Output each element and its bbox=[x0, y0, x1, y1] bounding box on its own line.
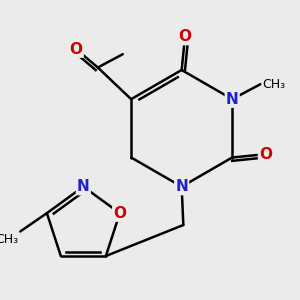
Text: O: O bbox=[113, 206, 126, 221]
Text: O: O bbox=[259, 147, 272, 162]
Text: N: N bbox=[226, 92, 239, 107]
Text: O: O bbox=[70, 42, 83, 57]
Text: O: O bbox=[178, 29, 191, 44]
Text: CH₃: CH₃ bbox=[0, 233, 19, 246]
Text: N: N bbox=[77, 179, 90, 194]
Text: CH₃: CH₃ bbox=[262, 78, 285, 91]
Text: N: N bbox=[175, 179, 188, 194]
